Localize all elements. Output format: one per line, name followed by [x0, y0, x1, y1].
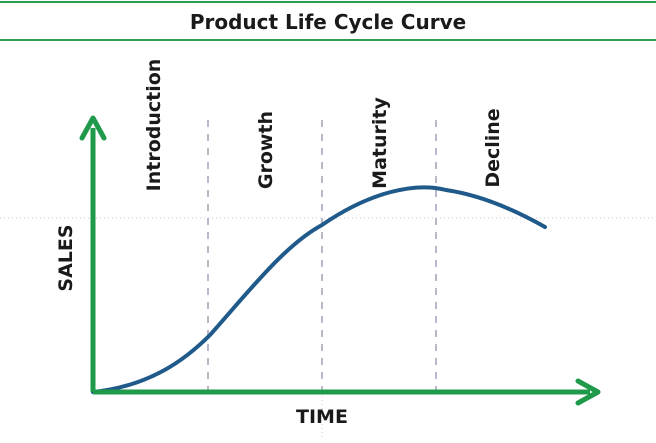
stage-label-decline: Decline — [482, 108, 504, 187]
stage-label-introduction: Introduction — [143, 59, 165, 192]
stage-label-growth: Growth — [255, 111, 277, 189]
sales-curve — [91, 185, 547, 394]
y-axis-arrow-icon — [79, 115, 107, 141]
diagram-title: Product Life Cycle Curve — [190, 10, 466, 34]
x-axis-label: TIME — [296, 406, 348, 428]
x-axis-arrow-icon — [575, 378, 601, 406]
stage-label-maturity: Maturity — [369, 97, 391, 189]
y-axis-label: SALES — [55, 224, 77, 291]
